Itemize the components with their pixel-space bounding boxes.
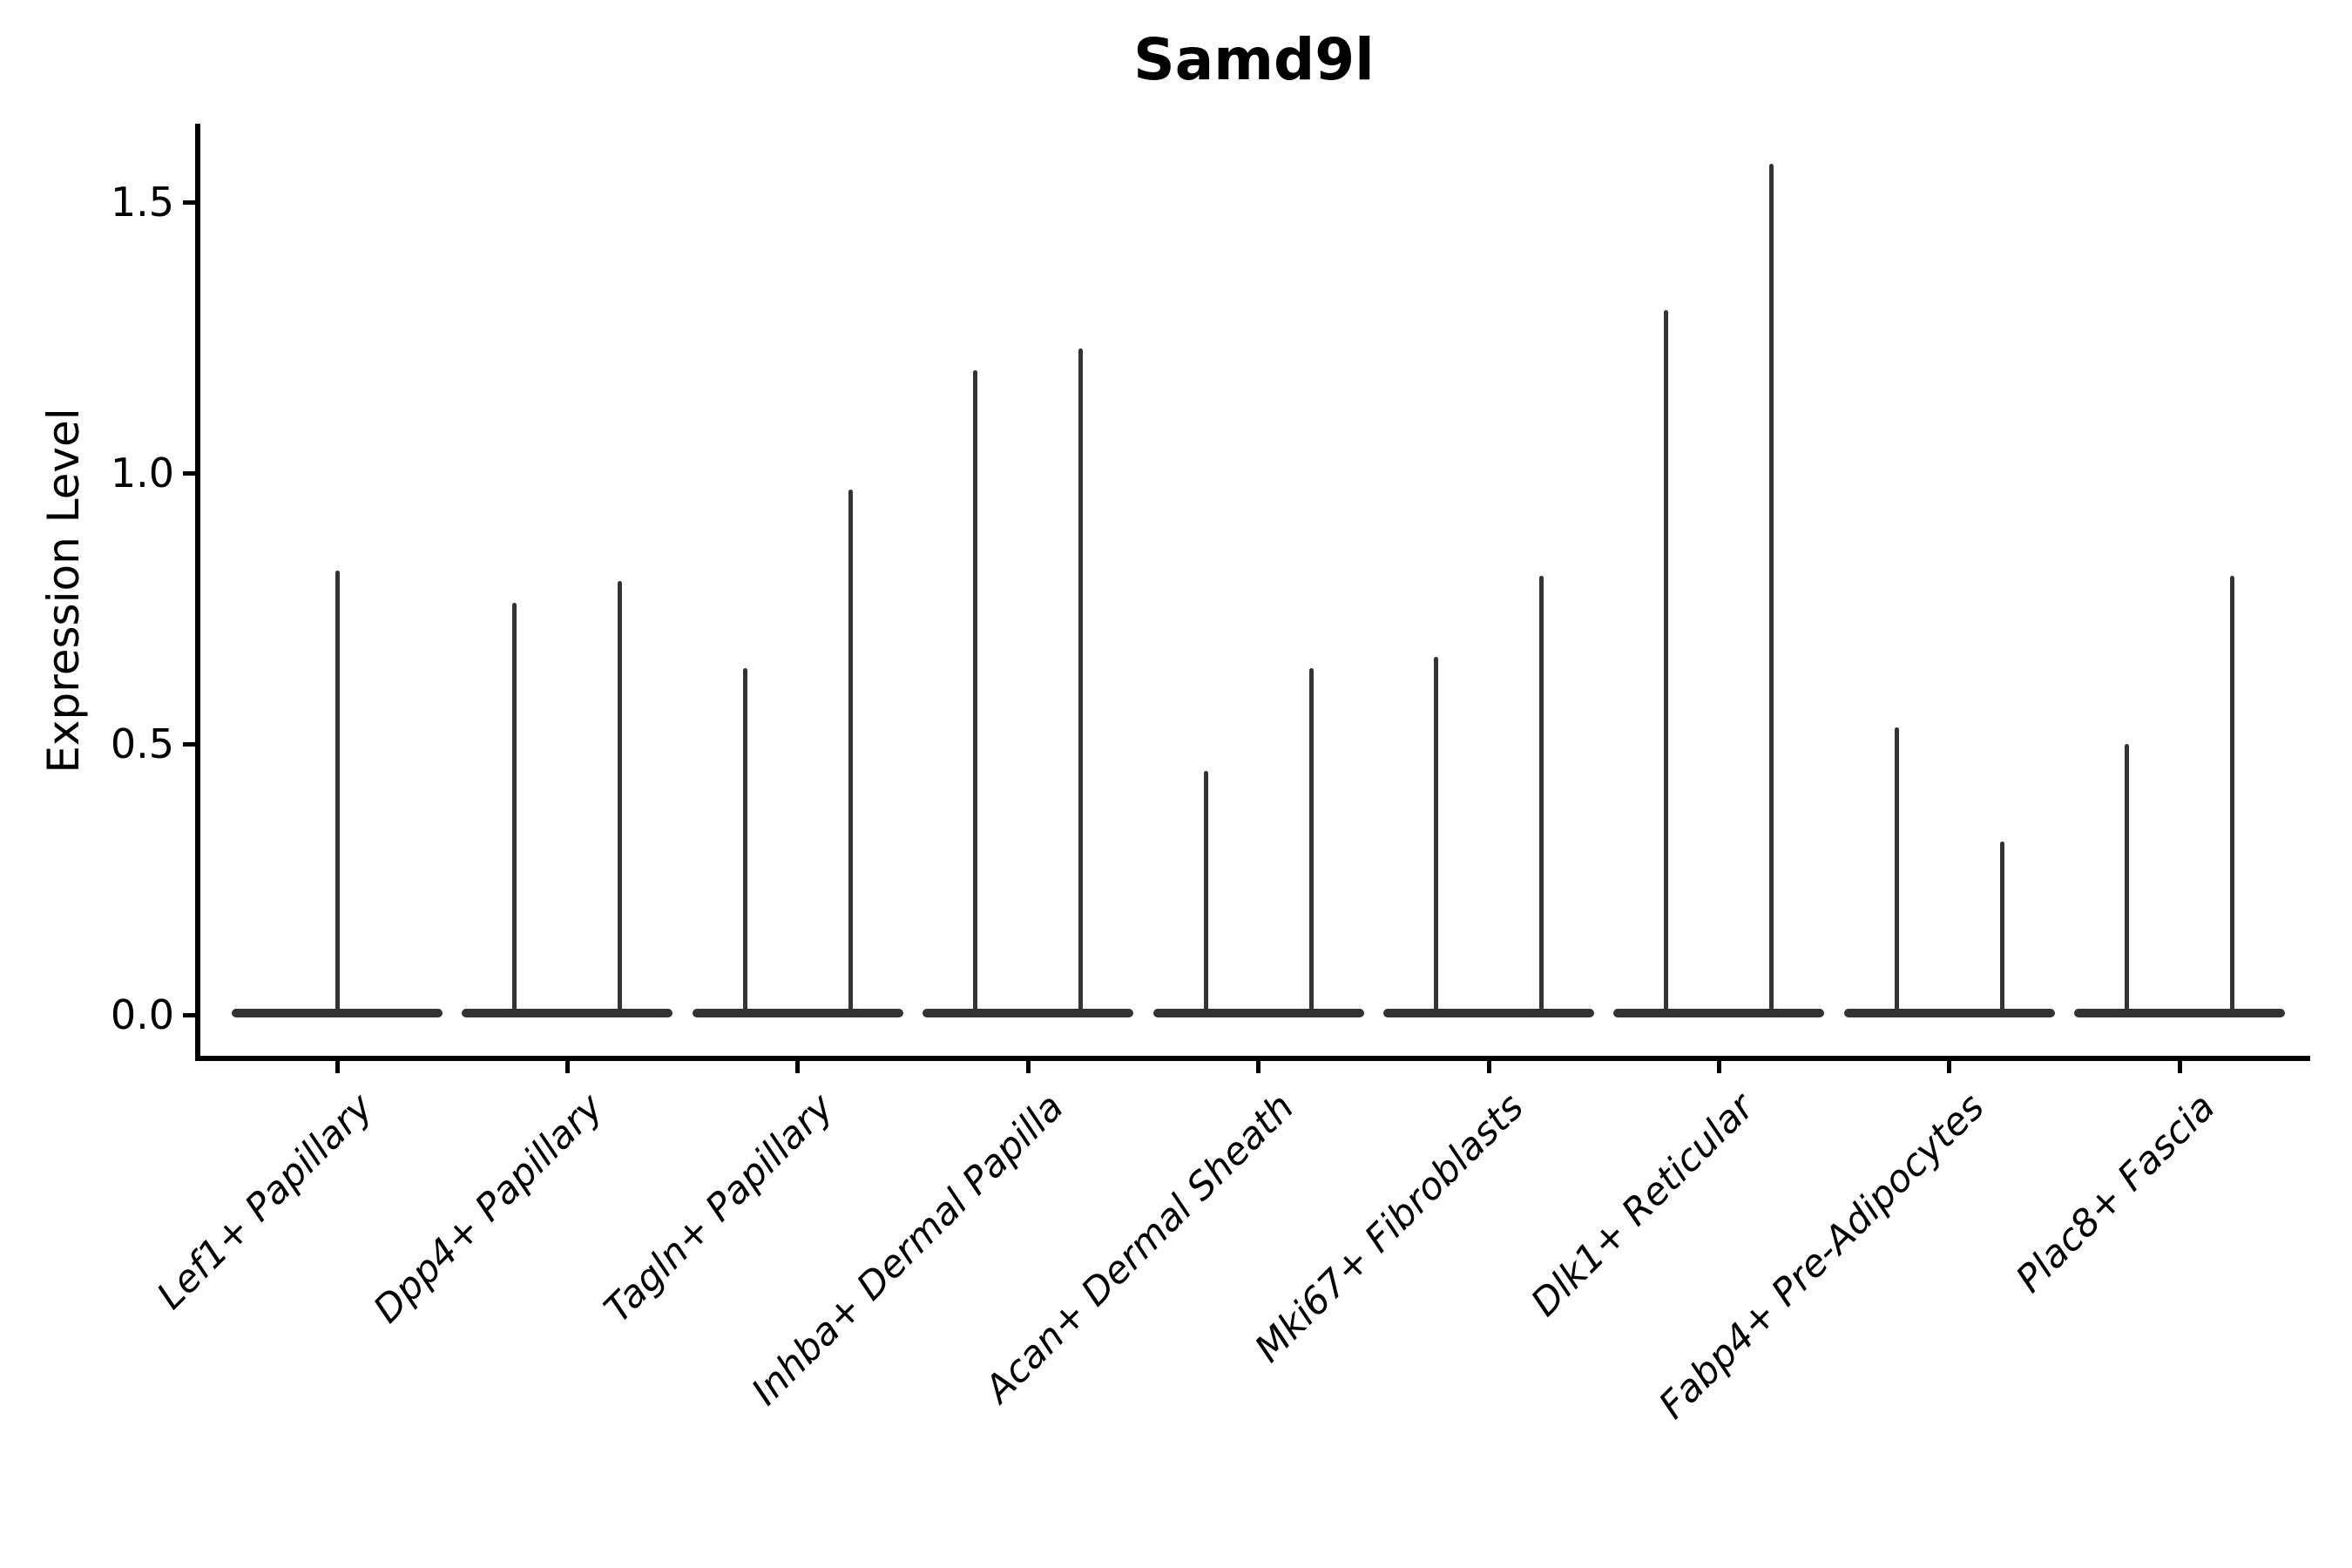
y-tick-mark [183,199,195,205]
violin-spike [2125,744,2130,1017]
violin-body [692,1009,903,1017]
x-axis-spine [195,1056,2310,1061]
violin-spike [1999,841,2004,1017]
y-tick-label: 1.5 [110,179,174,226]
violin-spike [1434,657,1438,1017]
y-tick-label: 0.0 [110,991,174,1038]
x-tick-mark [564,1061,570,1073]
x-tick-mark [1486,1061,1491,1073]
violin-spike [2230,576,2235,1017]
violin-body [1152,1009,1364,1017]
x-tick-mark [795,1061,801,1073]
x-tick-mark [2177,1061,2182,1073]
x-tick-label: Plac8+ Fascia [2007,1085,2224,1301]
violin-body [1843,1009,2055,1017]
violin-spike [1894,727,1899,1017]
violin-spike [1769,164,1774,1017]
violin-spike [1078,348,1084,1017]
y-tick-label: 0.5 [110,720,174,767]
x-tick-mark [1256,1061,1261,1073]
violin-body [1613,1009,1825,1017]
x-tick-mark [1025,1061,1031,1073]
x-tick-mark [335,1061,340,1073]
x-tick-label: Dpp4+ Papillary [365,1085,612,1332]
x-tick-label: Tagln+ Papillary [595,1085,842,1332]
violin-spike [618,581,623,1017]
violin-spike [1539,576,1544,1017]
x-tick-label: Lef1+ Papillary [148,1085,382,1318]
x-tick-mark [1947,1061,1952,1073]
y-tick-label: 1.0 [110,449,174,497]
violin-spike [1203,771,1208,1017]
y-axis-label: Expression Level [38,408,89,774]
violin-body [923,1009,1134,1017]
violin-spike [512,603,517,1017]
y-tick-mark [183,470,195,476]
violin-spike [1664,310,1669,1017]
violin-body [462,1009,673,1017]
violin-spike [973,369,978,1017]
violin-spike [1308,667,1314,1017]
chart-title: Samd9l [1133,26,1375,93]
y-tick-mark [183,741,195,747]
violin-spike [742,667,747,1017]
violin-body [1383,1009,1594,1017]
violin-spike [335,570,340,1017]
x-tick-mark [1716,1061,1721,1073]
violin-body [2074,1009,2286,1017]
violin-spike [848,489,853,1017]
y-axis-spine [195,124,200,1061]
x-tick-label: Dlk1+ Reticular [1523,1085,1763,1326]
y-tick-mark [183,1012,195,1017]
